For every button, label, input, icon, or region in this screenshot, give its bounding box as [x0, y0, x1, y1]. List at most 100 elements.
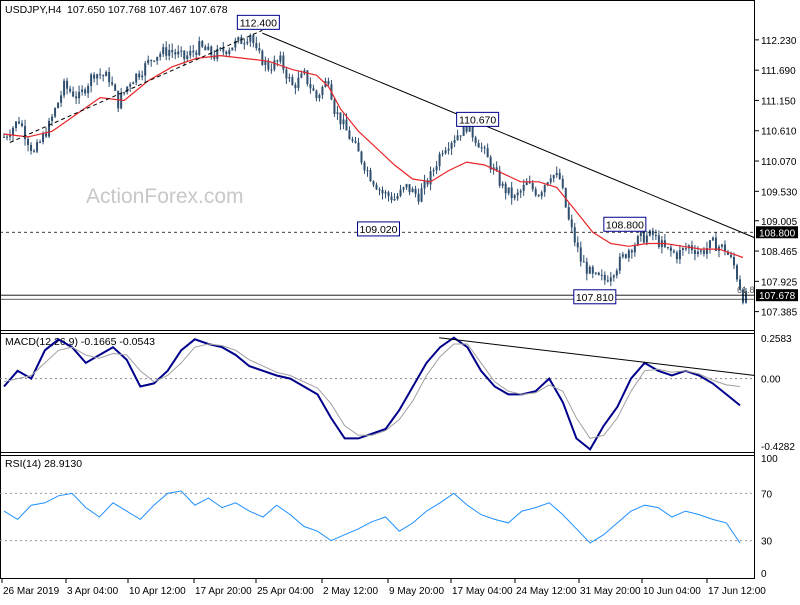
- candle-body: [459, 135, 462, 137]
- candle-body: [714, 237, 717, 251]
- candle-body: [429, 171, 432, 185]
- candle-body: [312, 88, 315, 91]
- candle-body: [630, 250, 633, 253]
- candle-body: [249, 35, 252, 42]
- candle-body: [279, 55, 282, 62]
- candle-body: [441, 153, 444, 155]
- candle-body: [216, 48, 219, 59]
- swing-price-label-box: [456, 111, 500, 127]
- candle-body: [39, 141, 42, 143]
- candle-body: [120, 93, 123, 109]
- candle-body: [270, 69, 273, 71]
- candle-body: [90, 74, 93, 87]
- candle-body: [213, 55, 216, 59]
- macd-signal-line: [3, 343, 741, 439]
- moving-average-line: [3, 54, 744, 259]
- candle-body: [552, 175, 555, 179]
- candle-body: [147, 59, 150, 64]
- candle-body: [597, 272, 600, 275]
- macd-pane: [0, 336, 756, 451]
- time-axis-label: 17 Jun 12:00: [708, 586, 766, 597]
- candle-body: [444, 150, 447, 154]
- candle-body: [192, 50, 195, 53]
- candle-body: [246, 41, 249, 44]
- candle-body: [738, 279, 741, 290]
- candle-body: [366, 170, 369, 172]
- candle-body: [453, 140, 456, 143]
- candle-body: [15, 121, 18, 128]
- candle-body: [102, 75, 105, 77]
- candle-body: [264, 60, 267, 65]
- candle-body: [276, 60, 279, 62]
- candle-body: [666, 246, 669, 248]
- rsi-axis-label: 100: [761, 454, 778, 465]
- candle-body: [189, 50, 192, 56]
- candle-body: [204, 46, 207, 51]
- rsi-axis-label: 0: [761, 569, 767, 580]
- candle-body: [108, 72, 111, 83]
- candle-body: [399, 189, 402, 196]
- candle-body: [729, 254, 732, 258]
- ohlc-label: 107.650 107.768 107.467 107.678: [67, 4, 228, 16]
- candle-body: [96, 74, 99, 79]
- candle-body: [549, 178, 552, 183]
- price-tag-text: 107.678: [759, 291, 796, 302]
- candle-body: [426, 180, 429, 185]
- candle-body: [414, 188, 417, 194]
- swing-price-label: 109.020: [360, 224, 398, 236]
- candle-body: [573, 227, 576, 243]
- candle-body: [726, 251, 729, 255]
- candle-body: [684, 248, 687, 250]
- candle-body: [24, 126, 27, 140]
- price-axis-label: 107.925: [761, 277, 798, 288]
- candle-body: [681, 248, 684, 251]
- swing-price-label: 107.810: [576, 292, 614, 304]
- candle-body: [252, 35, 255, 44]
- candle-body: [186, 55, 189, 60]
- price-axis-label: 111.690: [761, 66, 796, 77]
- macd-trendline: [439, 337, 756, 376]
- candle-body: [225, 51, 228, 54]
- candle-body: [228, 50, 231, 54]
- candle-body: [60, 95, 63, 103]
- price-tag-text: 108.800: [759, 228, 796, 239]
- candle-body: [333, 99, 336, 114]
- candle-body: [510, 187, 513, 199]
- price-axis-label: 110.610: [761, 127, 797, 138]
- candle-body: [27, 139, 30, 145]
- swing-price-label-box: [573, 289, 617, 305]
- candle-body: [486, 148, 489, 158]
- price-pane: 112.400 110.670 109.020 108.800 107.810 61.8: [0, 14, 756, 305]
- candle-body: [513, 195, 516, 199]
- candle-body: [699, 250, 702, 252]
- candle-body: [297, 77, 300, 89]
- candle-body: [384, 192, 387, 194]
- watermark-text: ActionForex.com: [86, 185, 244, 208]
- rsi-axis-label: 30: [761, 537, 773, 548]
- candle-body: [171, 49, 174, 53]
- candle-body: [126, 86, 129, 93]
- candle-body: [600, 274, 603, 276]
- price-axis-label: 112.230: [761, 36, 797, 47]
- candle-body: [369, 170, 372, 182]
- candle-body: [483, 147, 486, 149]
- candle-body: [672, 250, 675, 253]
- candle-body: [579, 247, 582, 262]
- candle-body: [66, 80, 69, 89]
- candle-body: [492, 167, 495, 170]
- candle-body: [708, 240, 711, 249]
- price-axis-label: 111.150: [761, 96, 796, 107]
- candle-body: [363, 162, 366, 171]
- candle-body: [651, 230, 654, 235]
- candle-body: [207, 46, 210, 51]
- swing-price-label: 108.800: [606, 219, 644, 231]
- candle-body: [567, 207, 570, 220]
- candle-body: [135, 73, 138, 83]
- candle-body: [72, 91, 75, 97]
- price-axis-label: 108.465: [761, 247, 798, 258]
- candle-body: [606, 280, 609, 282]
- candle-body: [99, 74, 102, 76]
- chart-frame: [0, 0, 755, 579]
- candle-body: [315, 90, 318, 99]
- candle-body: [300, 73, 303, 78]
